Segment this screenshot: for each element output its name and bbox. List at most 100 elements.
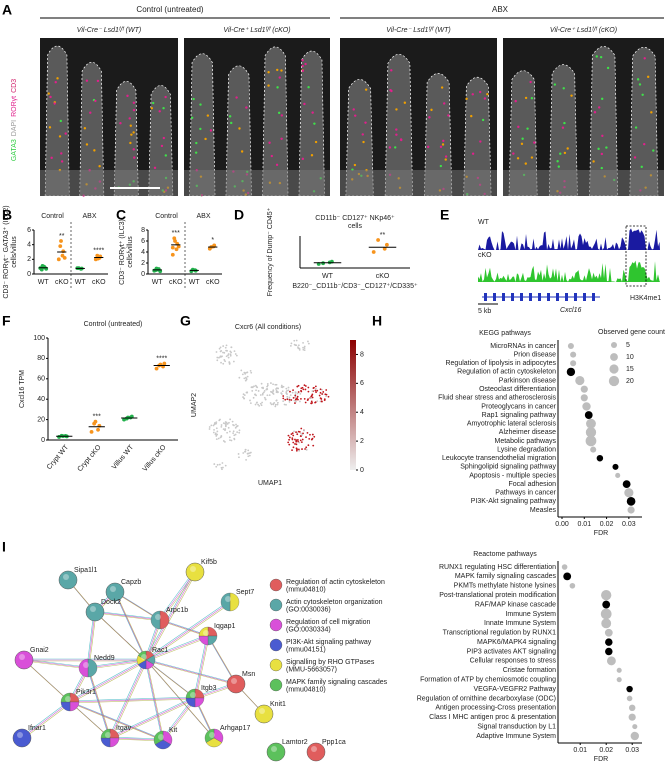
x-tick-label: Crypt cKO (77, 444, 103, 474)
cell (303, 429, 306, 432)
y-tick-label: 4 (27, 242, 31, 249)
y-tick-label: 60 (37, 376, 45, 383)
legend-label: 20 (626, 378, 634, 385)
cell (316, 389, 319, 392)
cell (276, 403, 279, 406)
cell (230, 346, 233, 349)
cell (298, 348, 301, 351)
edge (144, 634, 208, 660)
edge (87, 659, 147, 669)
colorbar-label: 4 (360, 409, 364, 416)
edge (194, 635, 209, 699)
cell (219, 350, 222, 353)
edge (108, 658, 146, 738)
edge (146, 660, 238, 686)
cell (293, 339, 296, 342)
cell (323, 398, 326, 401)
exon (502, 293, 505, 301)
y-tick-label: 6 (141, 238, 145, 245)
cell-dot (85, 143, 89, 146)
cell (215, 433, 218, 436)
panel-label: H (372, 313, 382, 329)
cell-dot (153, 166, 157, 170)
cell (218, 356, 220, 359)
cell (277, 391, 279, 393)
colorbar-label: 0 (360, 467, 364, 474)
cell (304, 448, 306, 450)
x-tick-label: WT (189, 279, 201, 286)
cell-dot (592, 160, 595, 163)
row-label: PKMTs methylate histone lysines (454, 583, 557, 590)
node-slice (229, 592, 240, 612)
cell-dot (561, 126, 565, 129)
node (58, 570, 78, 590)
cell (297, 398, 299, 401)
dot (567, 342, 574, 350)
cell (266, 388, 269, 390)
cell (275, 391, 278, 394)
cell-dot (240, 150, 244, 153)
data-point (58, 244, 63, 249)
cell-dot (267, 84, 270, 87)
track-cko (478, 260, 660, 282)
colorbar-label: 8 (360, 351, 364, 358)
cell-dot (643, 57, 646, 60)
cell (296, 433, 299, 436)
cell (215, 422, 218, 425)
cell (287, 386, 290, 389)
group-title: ABX (492, 5, 509, 14)
node-label: Arpc1b (166, 607, 188, 614)
cell (289, 390, 291, 393)
cell (218, 347, 221, 350)
cell (312, 444, 315, 447)
cell (300, 435, 302, 438)
scale-label: 5 kb (478, 308, 491, 315)
node-shine (63, 574, 69, 580)
cell-dot (270, 154, 274, 158)
cell (274, 383, 277, 386)
node-slice (69, 701, 80, 712)
edge (70, 660, 148, 704)
cell (297, 384, 300, 387)
cell (313, 435, 316, 438)
cell (297, 344, 300, 347)
cell (289, 344, 292, 347)
crypt-zone (503, 170, 664, 196)
legend-title: Observed gene count (598, 329, 665, 336)
edge (145, 571, 196, 661)
cell (243, 377, 246, 380)
node-label: Capzb (121, 579, 141, 586)
cell (234, 353, 237, 355)
cell-dot (395, 108, 398, 111)
cell (294, 393, 297, 396)
cell-dot (633, 156, 637, 159)
legend-label: (mmu04151) (286, 646, 326, 653)
data-point (154, 366, 159, 371)
cell (298, 347, 301, 350)
cell (280, 384, 283, 387)
cell (229, 354, 232, 357)
node-shine (155, 614, 161, 620)
cell (228, 436, 231, 439)
row-label: Class I MHC antigen proc & presentation (429, 714, 556, 721)
cell (263, 389, 266, 392)
cell-dot (364, 88, 368, 91)
cell-dot (403, 101, 407, 104)
cell (301, 434, 304, 436)
node-label: Nedd9 (94, 655, 115, 662)
cell (257, 390, 260, 392)
cell-dot (388, 146, 392, 149)
cell (280, 393, 283, 395)
villus (262, 46, 289, 197)
x-tick-label: 0.03 (622, 521, 636, 528)
cell (245, 391, 248, 394)
cell (292, 441, 295, 444)
image-title: Vil-Cre⁻ Lsd1ᶠ/ᶠ (WT) (77, 27, 141, 34)
row-label: Antigen processing-Cross presentation (435, 705, 556, 712)
cell (215, 465, 218, 468)
cell-dot (652, 149, 655, 152)
data-point (173, 239, 177, 243)
edge (21, 701, 71, 739)
cell-dot (444, 158, 447, 161)
cell-dot (64, 132, 67, 135)
